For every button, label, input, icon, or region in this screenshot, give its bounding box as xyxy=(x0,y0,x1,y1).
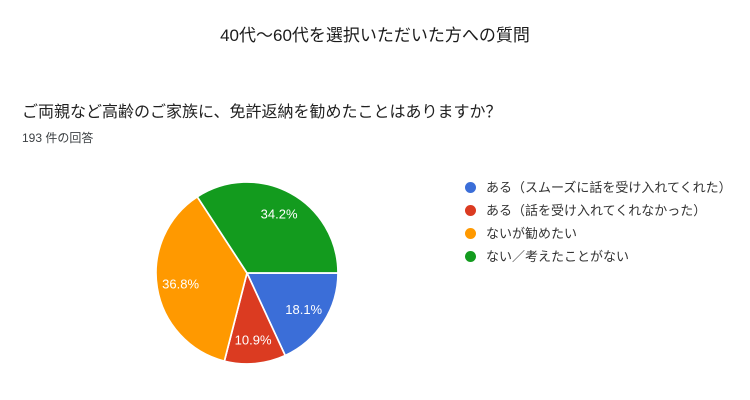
legend-color-dot xyxy=(465,228,476,239)
pie-slice-percent-label: 36.8% xyxy=(162,277,199,292)
legend: ある（スムーズに話を受け入れてくれた） ある（話を受け入れてくれなかった） ないが勧… xyxy=(465,179,735,271)
legend-label: ある（スムーズに話を受け入れてくれた） xyxy=(486,180,732,195)
pie-slice-percent-label: 10.9% xyxy=(235,333,272,348)
legend-item: ある（スムーズに話を受け入れてくれた） xyxy=(465,179,735,196)
legend-color-dot xyxy=(465,182,476,193)
pie-chart: 18.1% 10.9% 36.8% 34.2% xyxy=(155,181,339,365)
legend-label: ない／考えたことがない xyxy=(486,249,630,264)
legend-label: ないが勧めたい xyxy=(486,226,578,241)
legend-item: ない／考えたことがない xyxy=(465,248,735,265)
pie-slice-3[interactable] xyxy=(196,181,339,274)
legend-color-dot xyxy=(465,251,476,262)
question-title: ご両親など高齢のご家族に、免許返納を勧めたことはありますか？ xyxy=(22,104,502,121)
pie-slice-0[interactable] xyxy=(246,272,339,357)
legend-color-dot xyxy=(465,205,476,216)
pie-slice-percent-label: 34.2% xyxy=(261,206,298,221)
response-count: 193 件の回答 xyxy=(22,131,94,145)
section-title: 40代〜60代を選択いただいた方への質問 xyxy=(220,26,530,45)
pie-slice-2[interactable] xyxy=(155,195,248,362)
legend-item: ある（話を受け入れてくれなかった） xyxy=(465,202,735,219)
legend-label: ある（話を受け入れてくれなかった） xyxy=(486,203,707,218)
pie-slice-percent-label: 18.1% xyxy=(285,302,322,317)
legend-item: ないが勧めたい xyxy=(465,225,735,242)
